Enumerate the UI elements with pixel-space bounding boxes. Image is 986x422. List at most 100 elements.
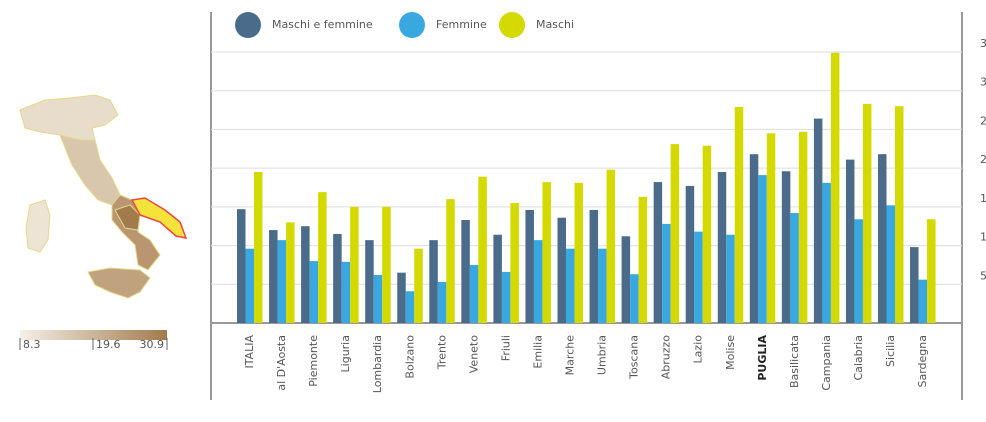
map-scale-mid: 19.6	[96, 338, 121, 351]
bar	[397, 272, 406, 323]
bar	[621, 236, 631, 323]
bar	[245, 248, 254, 323]
bar	[350, 206, 359, 323]
x-tick-label: Friuli	[499, 335, 512, 361]
bar	[781, 171, 791, 323]
x-tick-label: Trento	[435, 335, 448, 370]
x-tick-label: Toscana	[628, 335, 641, 380]
x-tick-label: al D'Aosta	[275, 335, 288, 391]
map-scale-bar	[20, 330, 167, 340]
bar	[542, 182, 551, 323]
bar	[662, 223, 671, 323]
map-center	[59, 134, 121, 206]
bar	[813, 118, 823, 324]
map-sicily	[87, 267, 151, 299]
y-tick-label: 35	[980, 37, 986, 50]
bar	[895, 106, 904, 323]
bar	[510, 202, 519, 323]
bar	[437, 281, 447, 323]
bar	[598, 248, 607, 323]
bar	[862, 103, 872, 324]
bar	[734, 106, 744, 323]
x-tick-label: Campania	[820, 335, 833, 391]
bar	[702, 145, 712, 323]
map-puglia	[130, 197, 188, 240]
map	[19, 94, 188, 299]
x-tick-label: Bolzano	[403, 335, 416, 379]
bar	[286, 222, 295, 323]
bar	[309, 261, 319, 323]
bar	[414, 248, 423, 323]
legend-label: Femmine	[436, 18, 487, 31]
bar	[670, 144, 680, 323]
bar	[694, 231, 703, 323]
y-tick-label: 30	[980, 76, 986, 89]
plot: 5 10 15 20 25 30 35 Maschi e femmine Femmine Masc…	[211, 12, 986, 393]
bar	[373, 274, 383, 323]
x-tick-label: Abruzzo	[660, 335, 673, 380]
bar	[717, 172, 727, 323]
bar	[469, 264, 479, 323]
map-scale-min: 8.3	[23, 338, 41, 351]
bar	[237, 209, 246, 323]
x-tick-label: Molise	[724, 335, 737, 370]
bar	[301, 226, 310, 323]
bar	[318, 192, 327, 323]
bar	[533, 240, 543, 323]
x-tick-label: Lombardia	[371, 335, 384, 393]
legend-swatch	[499, 12, 525, 38]
x-tick-label: Umbria	[596, 335, 609, 375]
bar	[277, 240, 287, 323]
map-sardinia	[25, 199, 51, 253]
bar	[333, 233, 342, 323]
bar	[493, 234, 502, 323]
bar	[918, 279, 928, 323]
bar	[574, 182, 583, 323]
map-campania	[114, 204, 141, 231]
bar	[910, 247, 919, 323]
bar	[766, 133, 776, 323]
bar	[557, 217, 566, 323]
bar	[269, 230, 278, 323]
bar	[845, 159, 855, 323]
map-north	[19, 94, 119, 141]
bar	[758, 175, 767, 323]
bar	[854, 219, 863, 323]
bar	[830, 52, 840, 323]
bar	[589, 209, 599, 323]
x-tick-label: Basilicata	[788, 335, 801, 388]
bar	[798, 131, 808, 323]
x-tick-label: Sardegna	[916, 335, 929, 388]
y-tick-label: 15	[980, 192, 986, 205]
bar	[638, 196, 648, 323]
y-tick-label: 20	[980, 153, 986, 166]
x-tick-label: Liguria	[339, 335, 352, 372]
x-tick-label: Sicilia	[884, 335, 897, 367]
bar	[446, 199, 455, 323]
legend-swatch	[399, 12, 425, 38]
x-tick-label: PUGLIA	[756, 335, 769, 381]
y-tick-label: 10	[980, 231, 986, 244]
bar	[382, 206, 391, 323]
bar	[254, 172, 263, 323]
x-tick-label: Piemonte	[307, 335, 320, 387]
bar	[429, 240, 438, 323]
bar	[726, 234, 735, 323]
bar	[365, 240, 374, 323]
bar	[501, 271, 511, 323]
x-tick-label: Veneto	[467, 335, 480, 373]
x-tick-label: ITALIA	[243, 335, 256, 369]
x-tick-label: Marche	[564, 335, 577, 376]
bar	[653, 182, 663, 323]
legend-label: Maschi e femmine	[272, 18, 373, 31]
bar	[878, 154, 887, 323]
y-tick-label: 5	[980, 269, 986, 282]
x-tick-label: Lazio	[692, 335, 705, 364]
bar	[749, 154, 759, 323]
bar	[341, 261, 351, 323]
x-tick-label: Emilia	[531, 335, 544, 369]
bar	[790, 213, 799, 323]
bar	[405, 291, 415, 323]
bar	[630, 274, 639, 323]
